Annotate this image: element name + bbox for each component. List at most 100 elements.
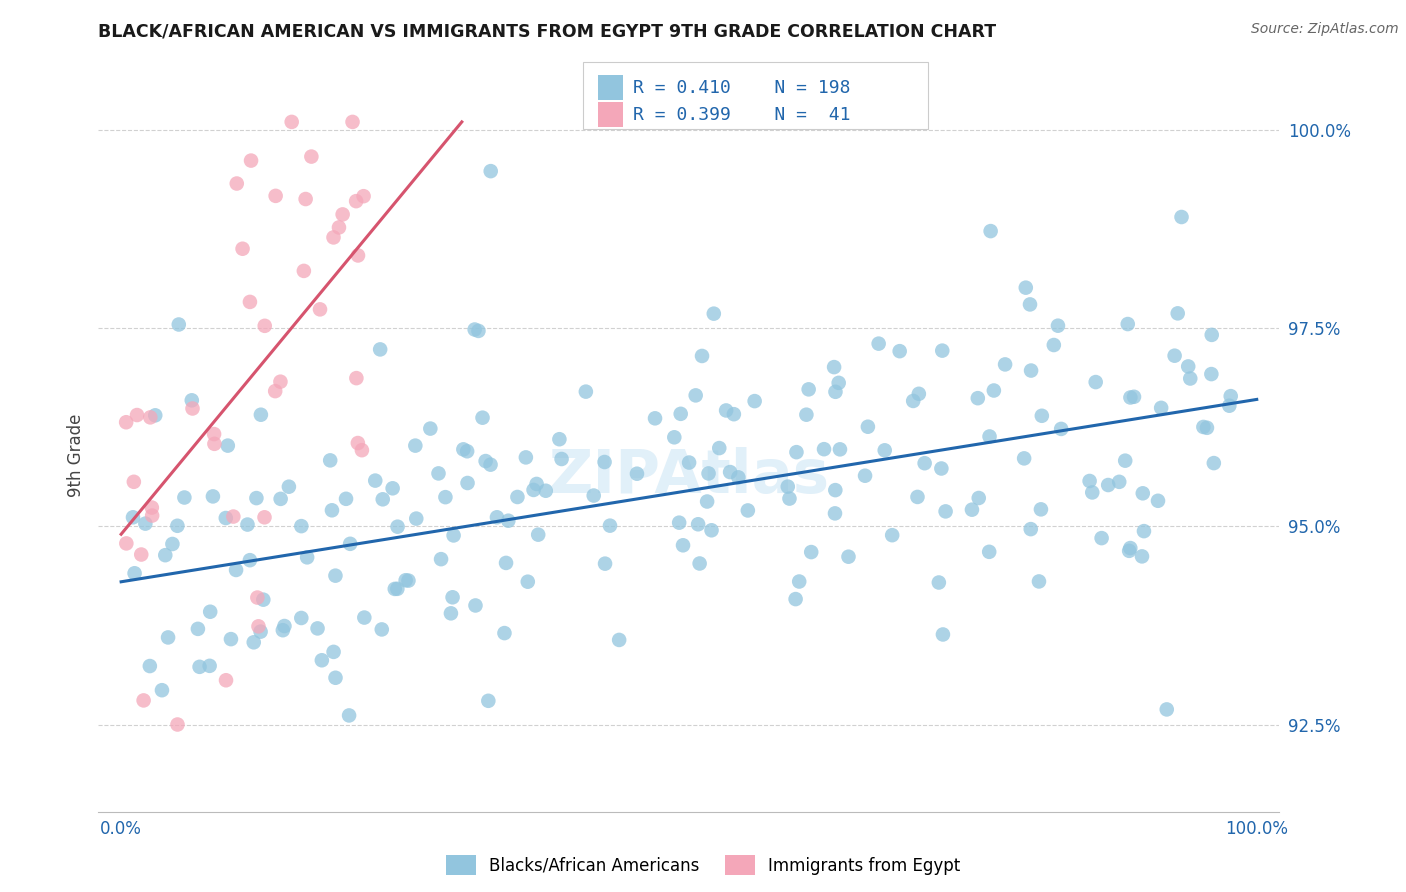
Point — [471, 410, 494, 425]
Point — [1123, 390, 1146, 404]
Point — [290, 611, 312, 625]
Point — [1180, 371, 1202, 385]
Point — [1091, 531, 1114, 545]
Point — [464, 322, 486, 336]
Point — [823, 360, 845, 375]
Point — [1167, 306, 1189, 320]
Point — [550, 452, 572, 467]
Point — [157, 631, 180, 645]
Point — [325, 671, 347, 685]
Point — [668, 516, 690, 530]
Point — [430, 552, 453, 566]
Point — [405, 511, 427, 525]
Point — [141, 500, 163, 515]
Point — [931, 343, 953, 358]
Point — [371, 623, 394, 637]
Point — [1147, 493, 1170, 508]
Point — [307, 621, 329, 635]
Point — [139, 410, 162, 425]
Point — [311, 653, 333, 667]
Point — [1156, 702, 1178, 716]
Point — [979, 429, 1001, 443]
Point — [1078, 474, 1101, 488]
Point — [271, 624, 294, 638]
Point — [873, 443, 896, 458]
Point — [479, 458, 502, 472]
Point — [353, 610, 375, 624]
Point — [115, 415, 138, 429]
Point — [853, 468, 876, 483]
Legend: Blacks/African Americans, Immigrants from Egypt: Blacks/African Americans, Immigrants fro… — [439, 848, 967, 882]
Point — [204, 437, 226, 451]
Point — [395, 573, 418, 587]
Point — [440, 607, 463, 621]
Point — [344, 371, 367, 385]
Point — [718, 465, 741, 479]
Point — [319, 453, 342, 467]
Point — [1132, 486, 1154, 500]
Point — [495, 556, 517, 570]
Point — [1170, 210, 1192, 224]
Point — [1119, 391, 1142, 405]
Point — [506, 490, 529, 504]
Point — [222, 509, 245, 524]
Point — [527, 527, 550, 541]
Point — [737, 503, 759, 517]
Point — [979, 545, 1001, 559]
Point — [685, 388, 707, 402]
Point — [240, 153, 263, 168]
Point — [1201, 367, 1223, 381]
Point — [155, 548, 177, 562]
Point — [966, 391, 988, 405]
Point — [347, 248, 370, 262]
Point — [696, 494, 718, 508]
Point — [1118, 544, 1140, 558]
Point — [868, 336, 890, 351]
Point — [688, 517, 710, 532]
Point — [277, 480, 299, 494]
Point — [548, 432, 571, 446]
Point — [824, 483, 846, 497]
Point — [837, 549, 859, 564]
Point — [166, 518, 188, 533]
Point — [1046, 318, 1069, 333]
Point — [882, 528, 904, 542]
Point — [122, 510, 145, 524]
Point — [453, 442, 475, 457]
Point — [294, 192, 316, 206]
Point — [280, 115, 302, 129]
Point — [477, 694, 499, 708]
Point — [398, 574, 420, 588]
Point — [129, 548, 152, 562]
Point — [342, 115, 364, 129]
Point — [776, 480, 799, 494]
Point — [1108, 475, 1130, 489]
Point — [215, 511, 238, 525]
Point — [132, 693, 155, 707]
Point — [797, 382, 820, 396]
Point — [166, 717, 188, 731]
Point — [931, 461, 953, 475]
Point — [467, 324, 489, 338]
Point — [779, 491, 801, 506]
Point — [299, 150, 322, 164]
Point — [335, 491, 357, 506]
Point — [217, 439, 239, 453]
Point — [139, 659, 162, 673]
Point — [607, 632, 630, 647]
Point — [1177, 359, 1199, 374]
Point — [242, 635, 264, 649]
Point — [901, 393, 924, 408]
Point — [828, 376, 851, 390]
Point — [1097, 478, 1119, 492]
Text: BLACK/AFRICAN AMERICAN VS IMMIGRANTS FROM EGYPT 9TH GRADE CORRELATION CHART: BLACK/AFRICAN AMERICAN VS IMMIGRANTS FRO… — [98, 22, 997, 40]
Point — [785, 592, 807, 607]
Point — [253, 510, 276, 524]
Point — [626, 467, 648, 481]
Point — [1116, 317, 1139, 331]
Point — [727, 470, 749, 484]
Point — [796, 408, 818, 422]
Point — [295, 550, 318, 565]
Point — [201, 490, 224, 504]
Point — [225, 177, 247, 191]
